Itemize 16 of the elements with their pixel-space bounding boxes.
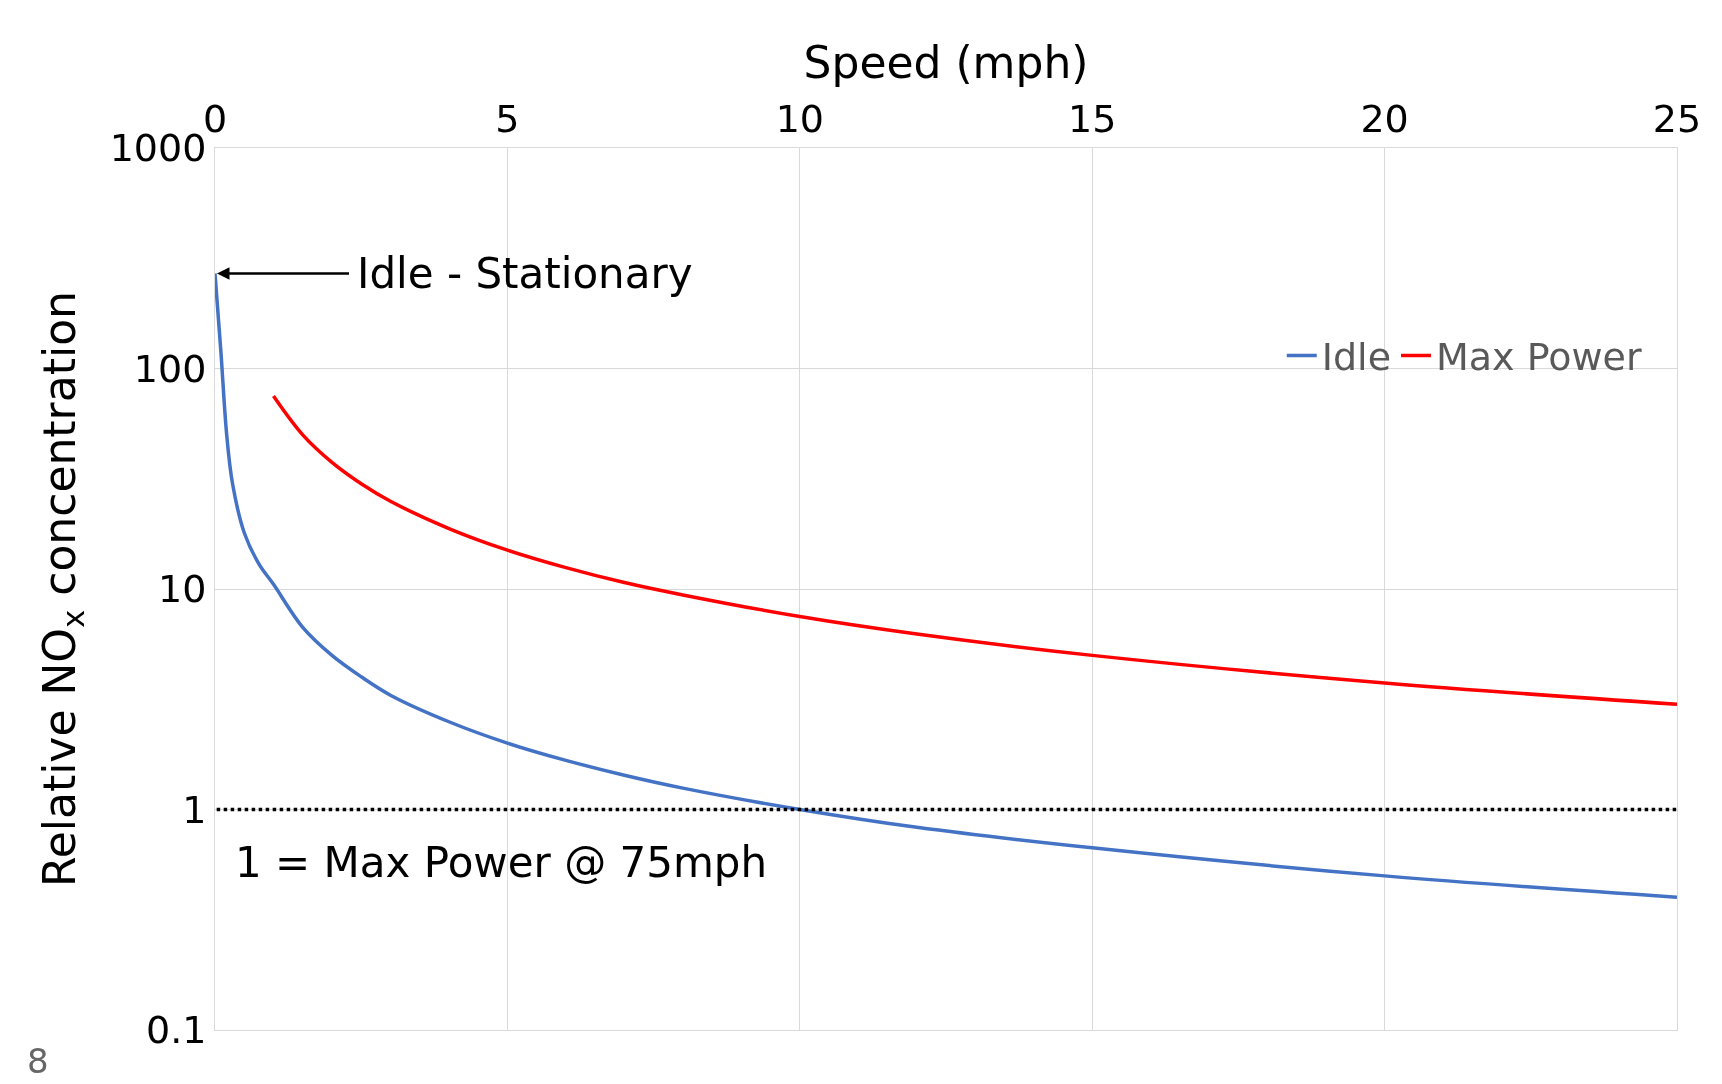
y-tick-label: 100 [133, 346, 207, 391]
y-tick-label: 0.1 [145, 1008, 207, 1053]
x-axis-title: Speed (mph) [803, 36, 1089, 88]
text: 8 [27, 1041, 49, 1081]
ref-line-label: 1 = Max Power @ 75mph [235, 838, 768, 887]
x-tick-label: 20 [1360, 96, 1409, 141]
line-series [271, 394, 1677, 707]
x-tick-label: 10 [775, 96, 824, 141]
y-tick-label: 1 [182, 787, 207, 832]
legend-label: Max Power [1436, 335, 1642, 380]
x-tick-label: 25 [1652, 96, 1702, 141]
y-tick-label: 10 [158, 567, 207, 612]
x-tick-label: 15 [1068, 96, 1117, 141]
x-tick-label: 5 [495, 96, 520, 141]
annotation: Idle - Stationary [357, 249, 693, 298]
legend-label: Idle [1321, 335, 1392, 380]
